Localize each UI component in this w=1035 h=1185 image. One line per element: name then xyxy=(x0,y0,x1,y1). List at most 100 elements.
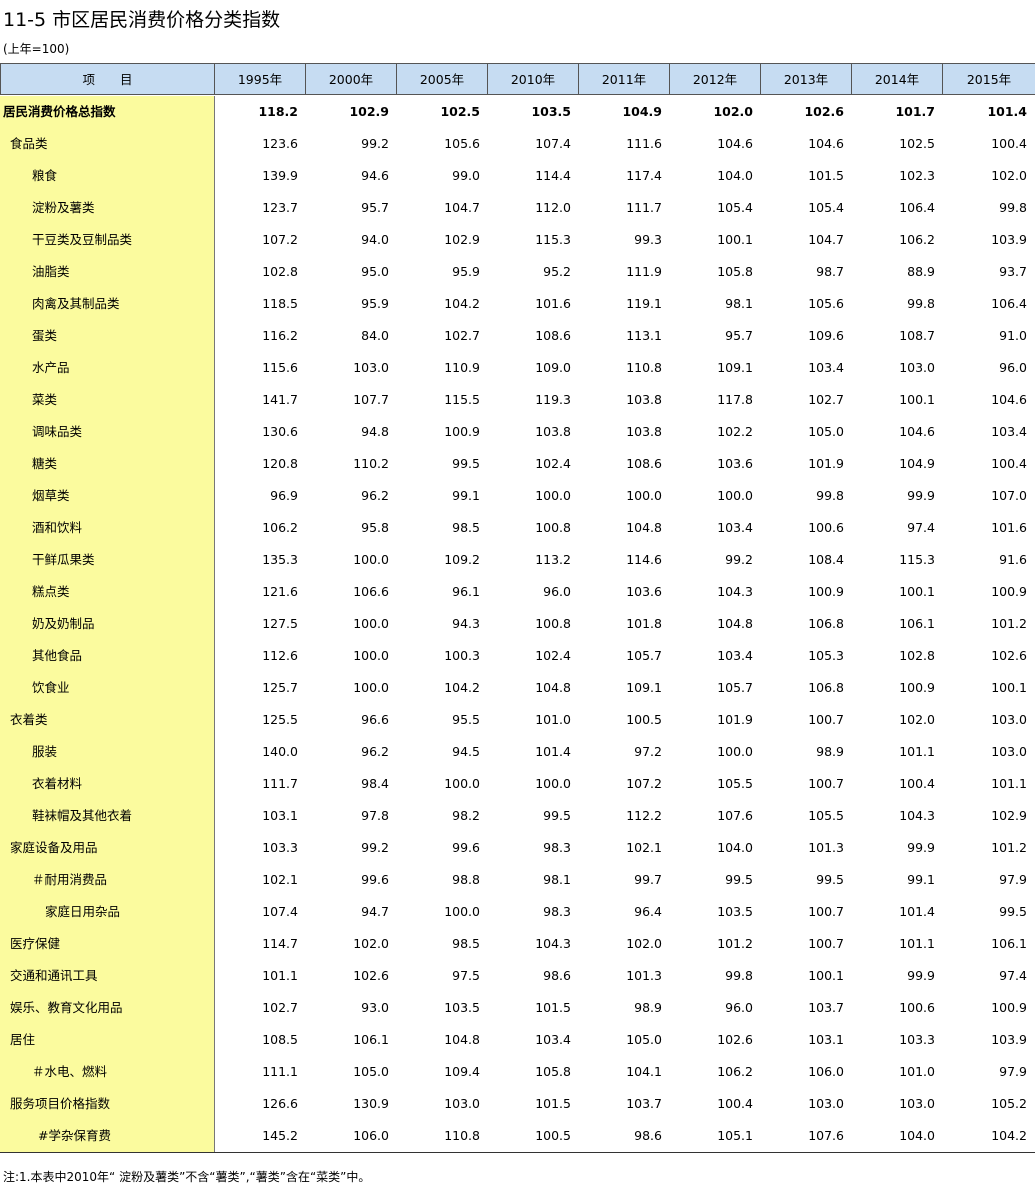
cell-value: 104.9 xyxy=(622,104,662,119)
cell-value: 102.6 xyxy=(991,648,1027,663)
cell-value: 117.8 xyxy=(717,392,753,407)
cell-value: 107.6 xyxy=(717,808,753,823)
cell-value: 99.0 xyxy=(452,168,480,183)
cell-value: 97.4 xyxy=(907,520,935,535)
column-header: 2012年 xyxy=(670,63,761,95)
cell-value: 109.6 xyxy=(808,328,844,343)
title: 11-5 市区居民消费价格分类指数 xyxy=(3,9,281,31)
cell-value: 94.3 xyxy=(452,616,480,631)
cell-value: 102.6 xyxy=(717,1032,753,1047)
row-label: 衣着类 xyxy=(0,704,215,736)
cell-value: 96.0 xyxy=(543,584,571,599)
cell-value: 99.8 xyxy=(725,968,753,983)
cell-value: 106.2 xyxy=(717,1064,753,1079)
cell-value: 99.7 xyxy=(634,872,662,887)
cell-value: 99.2 xyxy=(361,840,389,855)
cell-value: 102.0 xyxy=(626,936,662,951)
cell-value: 104.0 xyxy=(899,1128,935,1143)
row-label: #学杂保育费 xyxy=(0,1120,215,1152)
cell-value: 99.5 xyxy=(725,872,753,887)
column-header: 2000年 xyxy=(306,63,397,95)
cell-value: 100.0 xyxy=(353,616,389,631)
cell-value: 105.2 xyxy=(991,1096,1027,1111)
cell-value: 119.1 xyxy=(626,296,662,311)
cell-value: 100.7 xyxy=(808,776,844,791)
cell-value: 108.6 xyxy=(535,328,571,343)
cell-value: 145.2 xyxy=(262,1128,298,1143)
cell-value: 111.1 xyxy=(262,1064,298,1079)
cell-value: 104.8 xyxy=(626,520,662,535)
cell-value: 100.0 xyxy=(535,776,571,791)
cell-value: 98.8 xyxy=(452,872,480,887)
cell-value: 98.5 xyxy=(452,936,480,951)
cell-value: 98.9 xyxy=(816,744,844,759)
row-label: 调味品类 xyxy=(0,416,215,448)
cell-value: 102.9 xyxy=(991,808,1027,823)
cell-value: 99.5 xyxy=(999,904,1027,919)
cell-value: 106.8 xyxy=(808,680,844,695)
row-label: 医疗保健 xyxy=(0,928,215,960)
cell-value: 100.1 xyxy=(991,680,1027,695)
cell-value: 100.6 xyxy=(899,1000,935,1015)
cell-value: 113.1 xyxy=(626,328,662,343)
cell-value: 100.9 xyxy=(991,1000,1027,1015)
row-label: 粮食 xyxy=(0,160,215,192)
cell-value: 110.9 xyxy=(444,360,480,375)
cell-value: 99.2 xyxy=(361,136,389,151)
cell-value: 107.2 xyxy=(626,776,662,791)
cell-value: 98.7 xyxy=(816,264,844,279)
cell-value: 111.9 xyxy=(626,264,662,279)
cell-value: 103.5 xyxy=(717,904,753,919)
row-label: 淀粉及薯类 xyxy=(0,192,215,224)
cell-value: 103.8 xyxy=(535,424,571,439)
cell-value: 108.7 xyxy=(899,328,935,343)
cell-value: 110.8 xyxy=(444,1128,480,1143)
cell-value: 94.6 xyxy=(361,168,389,183)
cell-value: 95.9 xyxy=(452,264,480,279)
cell-value: 101.3 xyxy=(626,968,662,983)
cell-value: 101.9 xyxy=(717,712,753,727)
row-label: 肉禽及其制品类 xyxy=(0,288,215,320)
cell-value: 100.3 xyxy=(444,648,480,663)
cell-value: 99.2 xyxy=(725,552,753,567)
cell-value: 98.1 xyxy=(725,296,753,311)
table: 项 目 1995年 2000年 2005年 2010年 2011年 2012年 2013年 20… xyxy=(0,63,1035,1153)
cell-value: 103.9 xyxy=(991,232,1027,247)
cell-value: 104.3 xyxy=(899,808,935,823)
row-label: 糕点类 xyxy=(0,576,215,608)
cell-value: 100.9 xyxy=(991,584,1027,599)
cell-value: 114.6 xyxy=(626,552,662,567)
cell-value: 95.0 xyxy=(361,264,389,279)
cell-value: 102.8 xyxy=(262,264,298,279)
cell-value: 96.0 xyxy=(999,360,1027,375)
cell-value: 101.0 xyxy=(899,1064,935,1079)
cell-value: 97.8 xyxy=(361,808,389,823)
cell-value: 98.6 xyxy=(543,968,571,983)
cell-value: 106.6 xyxy=(353,584,389,599)
cell-value: 101.1 xyxy=(991,776,1027,791)
cell-value: 91.0 xyxy=(999,328,1027,343)
cell-value: 94.5 xyxy=(452,744,480,759)
cell-value: 109.1 xyxy=(626,680,662,695)
cell-value: 103.8 xyxy=(626,424,662,439)
cell-value: 101.2 xyxy=(991,840,1027,855)
cell-value: 106.1 xyxy=(991,936,1027,951)
cell-value: 127.5 xyxy=(262,616,298,631)
cell-value: 95.7 xyxy=(725,328,753,343)
cell-value: 106.1 xyxy=(353,1032,389,1047)
row-label: 油脂类 xyxy=(0,256,215,288)
column-header: 2014年 xyxy=(852,63,943,95)
cell-value: 100.0 xyxy=(353,552,389,567)
cell-value: 104.3 xyxy=(535,936,571,951)
cell-value: 115.6 xyxy=(262,360,298,375)
row-label: 服务项目价格指数 xyxy=(0,1088,215,1120)
column-header: 2015年 xyxy=(943,63,1035,95)
cell-value: 100.0 xyxy=(444,904,480,919)
row-label: 食品类 xyxy=(0,128,215,160)
subtitle: (上年=100) xyxy=(3,42,70,56)
cell-value: 101.5 xyxy=(535,1096,571,1111)
cell-value: 101.6 xyxy=(991,520,1027,535)
cell-value: 99.1 xyxy=(452,488,480,503)
cell-value: 106.2 xyxy=(899,232,935,247)
cell-value: 101.0 xyxy=(535,712,571,727)
